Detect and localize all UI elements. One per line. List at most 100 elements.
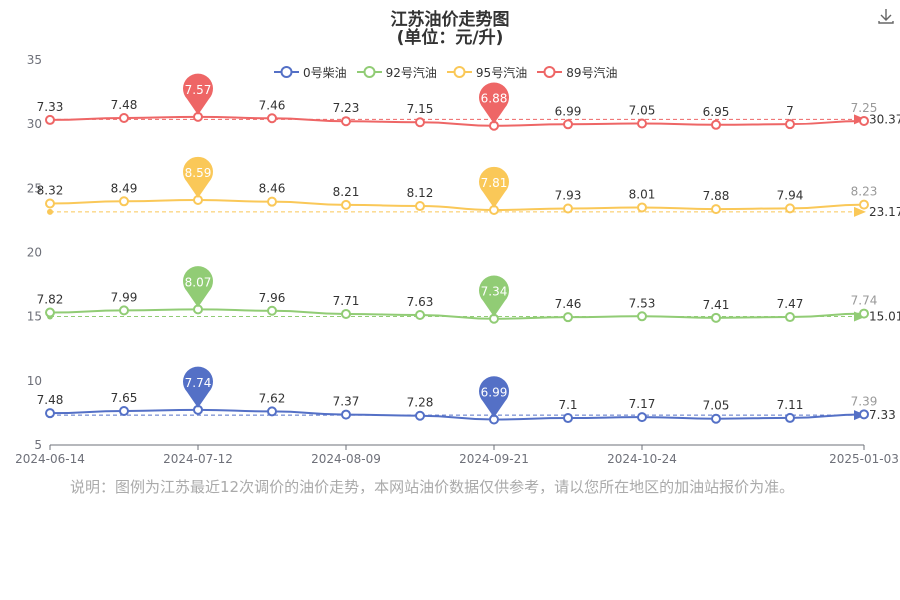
x-tick-label: 2024-08-09 (311, 452, 381, 466)
data-label: 7.33 (37, 100, 64, 114)
series-0: 7.33 7.48 7.65 7.62 7.37 7.28 7.1 7.17 7.05 7.11 7… (37, 366, 896, 425)
series-line (49, 199, 865, 212)
data-point (45, 408, 55, 419)
legend-label: 92号汽油 (385, 65, 437, 80)
data-label: 7.28 (407, 396, 434, 410)
data-label: 8.12 (407, 186, 434, 200)
data-label: 7.53 (629, 296, 656, 310)
data-label: 7.37 (333, 395, 360, 409)
average-label: 23.17 (869, 205, 900, 219)
x-tick-label: 2024-10-24 (607, 452, 677, 466)
legend-item[interactable]: 0号柴油 (274, 64, 347, 81)
data-point (119, 196, 129, 207)
data-label: 7.48 (111, 98, 138, 112)
legend-item[interactable]: 89号汽油 (537, 64, 617, 81)
series-line (49, 408, 865, 421)
data-point (711, 413, 721, 424)
y-tick-label: 5 (34, 438, 42, 452)
min-pin-label: 6.99 (481, 385, 508, 399)
y-tick-label: 25 (27, 181, 42, 195)
min-pin (479, 82, 509, 124)
legend-item[interactable]: 92号汽油 (356, 64, 437, 81)
min-pin (479, 275, 509, 317)
data-point (785, 203, 795, 214)
data-point (267, 196, 277, 207)
data-point (637, 412, 647, 423)
x-tick-label: 2024-06-14 (15, 452, 85, 466)
data-label: 8.23 (851, 185, 878, 199)
data-point (859, 115, 869, 126)
data-label: 8.49 (111, 181, 138, 195)
legend-item[interactable]: 95号汽油 (446, 64, 528, 81)
data-point (415, 309, 425, 320)
min-pin-label: 7.81 (481, 176, 508, 190)
series-line (49, 115, 865, 127)
x-tick-label: 2024-07-12 (163, 452, 233, 466)
data-label: 7.15 (407, 102, 434, 116)
data-label: 7.74 (851, 294, 878, 308)
data-point (637, 311, 647, 322)
data-point (637, 202, 647, 213)
download-icon[interactable] (876, 6, 896, 26)
data-point (859, 199, 869, 210)
data-label: 6.95 (703, 105, 730, 119)
data-point (859, 308, 869, 319)
average-label: 7.33 (869, 408, 896, 422)
min-pin-label: 7.34 (481, 285, 508, 299)
series-1: 15.01 7.82 7.99 7.96 7.71 7.63 7.46 7.53 7.41 7.4… (37, 266, 900, 324)
legend: 0号柴油 92号汽油 95号汽油 89号汽油 (274, 62, 627, 82)
data-point (45, 307, 55, 318)
max-pin-label: 7.74 (185, 376, 212, 390)
data-label: 7.17 (629, 397, 656, 411)
x-tick-label: 2025-01-03 (829, 452, 899, 466)
data-point (563, 203, 573, 214)
max-pin (183, 73, 214, 115)
data-point (267, 113, 277, 124)
max-pin-label: 8.07 (185, 275, 212, 289)
data-point (563, 119, 573, 130)
legend-marker-icon (274, 66, 299, 78)
max-pin-label: 8.59 (185, 166, 212, 180)
min-pin (479, 376, 509, 418)
data-label: 8.46 (259, 182, 286, 196)
max-pin (183, 266, 214, 308)
series-3: 30.37 7.33 7.48 7.46 7.23 7.15 6.99 7.05 6.95 7 7.… (37, 73, 900, 131)
data-label: 7.82 (37, 293, 64, 307)
data-label: 7.47 (777, 297, 804, 311)
data-label: 7.39 (851, 394, 878, 408)
data-label: 7.11 (777, 398, 804, 412)
legend-marker-icon (537, 66, 563, 78)
data-label: 7.05 (629, 104, 656, 118)
y-tick-label: 35 (27, 53, 42, 67)
data-point (711, 119, 721, 130)
average-line-arrow (854, 206, 866, 217)
data-label: 7.46 (555, 297, 582, 311)
data-label: 7.05 (703, 399, 730, 413)
data-point (267, 406, 277, 417)
data-label: 7.1 (558, 398, 577, 412)
data-label: 7.48 (37, 393, 64, 407)
data-point (45, 198, 55, 209)
data-label: 8.01 (629, 187, 656, 201)
data-label: 8.21 (333, 185, 360, 199)
data-point (119, 405, 129, 416)
legend-label: 95号汽油 (475, 65, 528, 80)
data-point (785, 119, 795, 130)
data-point (785, 412, 795, 423)
data-label: 6.99 (555, 104, 582, 118)
legend-label: 0号柴油 (303, 65, 347, 80)
chart-subtitle-unit: (单位：元/升) (396, 28, 504, 48)
data-point (267, 305, 277, 316)
average-line-start (47, 208, 53, 215)
data-point (415, 117, 425, 128)
data-point (711, 204, 721, 215)
data-label: 7.71 (333, 294, 360, 308)
data-label: 7.96 (259, 291, 286, 305)
data-point (711, 312, 721, 323)
data-point (45, 114, 55, 125)
series-line (49, 308, 865, 320)
data-point (341, 199, 351, 210)
min-pin-label: 6.88 (481, 92, 508, 106)
data-point (415, 410, 425, 421)
